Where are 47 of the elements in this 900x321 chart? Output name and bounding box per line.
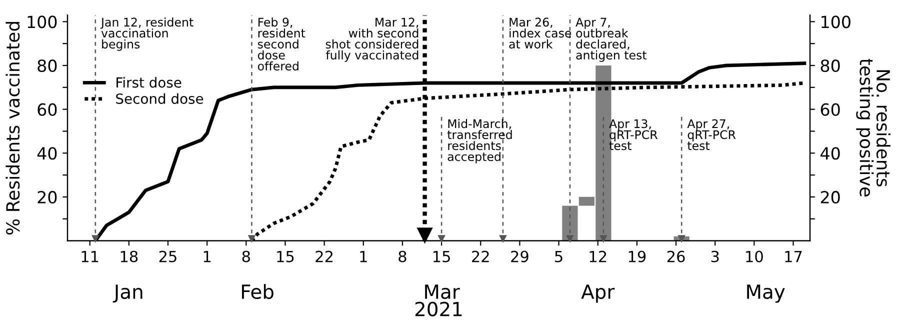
ref-line-label: Apr 7, outbreak declared, antigen test: [576, 18, 647, 62]
ref-line-label: Apr 13, qRT-PCR test: [609, 119, 658, 150]
x-tick-label: 11: [82, 250, 98, 262]
x2-tick-label: Feb: [242, 284, 274, 300]
y-tick-label: 20: [38, 190, 57, 204]
x-tick-label: 1: [204, 250, 211, 262]
x-tick-label: 5: [555, 250, 562, 262]
y-axis-title: % Residents vaccinated: [6, 22, 20, 235]
y-tick-label: 100: [28, 16, 57, 28]
x-tick-label: 8: [242, 250, 250, 262]
y2-tick-label: 40: [820, 147, 840, 160]
ref-line-label: Mar 12, with second shot considered fully vaccinated: [326, 18, 418, 62]
ref-line-label: Jan 12, resident vaccination begins: [100, 17, 194, 51]
ref-line-label: Mid-March, transferred residents accepted: [447, 119, 512, 164]
x-tick-label: 19: [628, 250, 646, 262]
x-tick-label: 25: [159, 250, 176, 262]
y2-tick-label: 80: [820, 59, 840, 72]
x-tick-label: 22: [316, 250, 332, 262]
x-tick-label: 15: [434, 250, 450, 262]
ref-line-label: Feb 9, resident second dose offered: [258, 17, 306, 71]
y2-axis-title: No. residents testing positive: [856, 58, 890, 197]
x-axis-title: 2021: [415, 302, 462, 316]
y-tick-label: 40: [37, 147, 57, 160]
x-tick-label: 26: [667, 250, 685, 262]
x-tick-label: 8: [398, 250, 406, 262]
x-tick-label: 18: [120, 250, 138, 262]
x2-tick-label: Jan: [112, 284, 142, 303]
x-tick-label: 3: [711, 250, 719, 262]
x-tick-label: 1: [360, 250, 367, 262]
y-tick-label: 60: [38, 103, 57, 116]
x2-tick-label: Mar: [425, 284, 460, 300]
x-tick-label: 17: [785, 250, 802, 262]
legend-label: First dose: [116, 76, 182, 88]
x-tick-label: 15: [277, 250, 294, 262]
legend-label: Second dose: [116, 93, 204, 104]
x-tick-label: 10: [746, 250, 763, 262]
x2-tick-label: May: [747, 284, 785, 303]
y-tick-label: 80: [38, 59, 57, 72]
y2-tick-label: 100: [822, 16, 850, 28]
x2-tick-label: Apr: [581, 284, 615, 303]
y2-tick-label: 60: [820, 103, 840, 116]
x-tick-label: 12: [590, 250, 606, 262]
ref-line-label: Mar 26, index case at work: [509, 18, 572, 49]
ref-line-label: Apr 27, qRT-PCR test: [687, 119, 736, 150]
x-tick-label: 22: [472, 250, 489, 262]
x-tick-label: 29: [511, 250, 528, 262]
y2-tick-label: 20: [820, 190, 840, 204]
